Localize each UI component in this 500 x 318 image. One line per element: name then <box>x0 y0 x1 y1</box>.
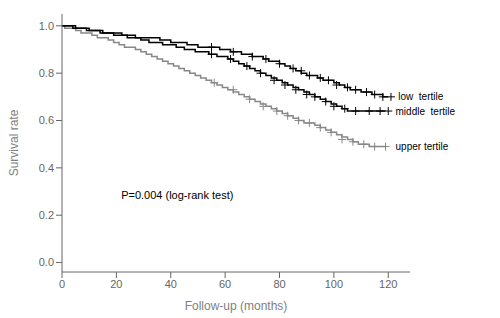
svg-text:Survival rate: Survival rate <box>8 109 21 176</box>
svg-text:100: 100 <box>325 278 343 290</box>
svg-text:40: 40 <box>165 278 177 290</box>
svg-text:120: 120 <box>379 278 397 290</box>
svg-text:upper tertile: upper tertile <box>396 141 449 152</box>
svg-text:60: 60 <box>219 278 231 290</box>
svg-text:0.4: 0.4 <box>39 162 54 174</box>
svg-text:0: 0 <box>59 278 65 290</box>
svg-text:20: 20 <box>110 278 122 290</box>
svg-text:middle tertile: middle tertile <box>396 106 456 117</box>
svg-text:80: 80 <box>273 278 285 290</box>
svg-text:0.8: 0.8 <box>39 67 54 79</box>
svg-text:1.0: 1.0 <box>39 20 54 32</box>
html-text:P=0.004 (log-rank test): P=0.004 (log-rank test) <box>121 189 234 202</box>
svg-text:0.6: 0.6 <box>39 114 54 126</box>
svg-text:0.0: 0.0 <box>39 256 54 268</box>
svg-text:Follow-up (months): Follow-up (months) <box>185 299 288 313</box>
svg-text:0.2: 0.2 <box>39 209 54 221</box>
svg-text:low tertile: low tertile <box>398 91 443 102</box>
